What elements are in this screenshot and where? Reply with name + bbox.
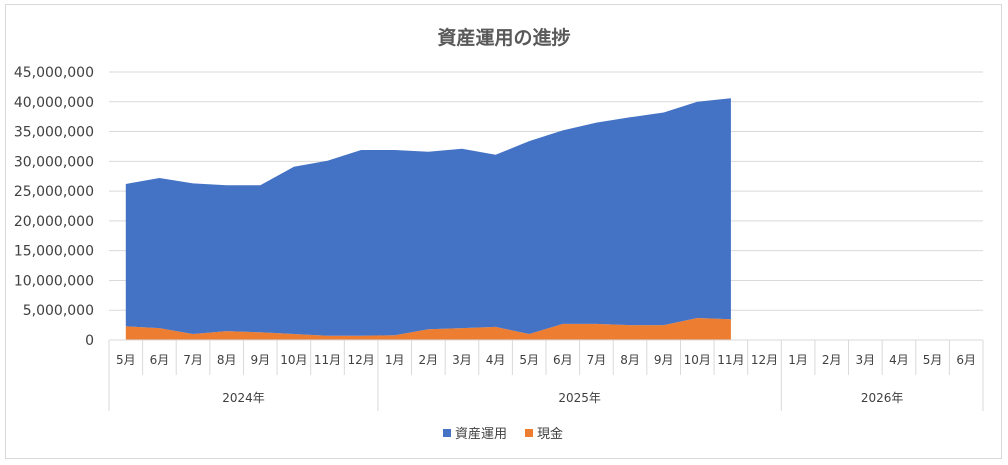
y-tick-label: 15,000,000: [14, 244, 94, 260]
y-tick-label: 45,000,000: [14, 65, 94, 81]
x-tick-label: 7月: [587, 353, 607, 367]
x-tick-label: 8月: [620, 353, 640, 367]
y-tick-label: 5,000,000: [23, 303, 94, 319]
x-tick-label: 4月: [889, 353, 909, 367]
y-tick-label: 35,000,000: [14, 125, 94, 141]
y-tick-label: 30,000,000: [14, 154, 94, 170]
x-tick-label: 12月: [751, 353, 778, 367]
legend: 資産運用 現金: [443, 426, 563, 442]
area-series-group: [125, 98, 731, 340]
x-tick-label: 3月: [452, 353, 472, 367]
y-axis: 0 5,000,000 10,000,000 15,000,000 20,000,000…: [14, 65, 94, 349]
x-tick-label: 10月: [684, 353, 711, 367]
x-tick-label: 2月: [419, 353, 439, 367]
year-group-label: 2024年: [222, 391, 265, 405]
legend-entry-label: 資産運用: [455, 426, 507, 442]
x-tick-label: 12月: [347, 353, 374, 367]
x-tick-label: 5月: [116, 353, 136, 367]
area-series-cash: [125, 318, 731, 340]
legend-swatch: [525, 429, 533, 437]
y-tick-label: 25,000,000: [14, 184, 94, 200]
x-tick-label: 11月: [717, 353, 744, 367]
legend-swatch: [443, 429, 451, 437]
x-tick-label: 2月: [822, 353, 842, 367]
legend-entry-label: 現金: [537, 426, 563, 442]
area-series-investment: [125, 98, 731, 336]
year-group-label: 2026年: [861, 391, 904, 405]
y-tick-label: 20,000,000: [14, 214, 94, 230]
x-tick-label: 4月: [486, 353, 506, 367]
x-tick-label: 10月: [280, 353, 307, 367]
x-tick-label: 11月: [314, 353, 341, 367]
chart-title: 資産運用の進捗: [437, 26, 570, 49]
x-tick-label: 3月: [856, 353, 876, 367]
x-tick-label: 9月: [654, 353, 674, 367]
year-group-label: 2025年: [558, 391, 601, 405]
x-tick-label: 5月: [923, 353, 943, 367]
x-axis: 5月 6月 7月 8月 9月 10月 11月 12月 1月 2月 3月 4月 5月 6月 7月 8月 9月 10月…: [108, 339, 984, 411]
x-tick-label: 1月: [385, 353, 405, 367]
x-tick-label: 8月: [217, 353, 237, 367]
y-tick-label: 10,000,000: [14, 273, 94, 289]
y-tick-label: 40,000,000: [14, 95, 94, 111]
y-tick-label: 0: [85, 333, 94, 349]
x-tick-label: 7月: [183, 353, 203, 367]
stacked-area-chart: 資産運用の進捗 0 5,000,000 10,000,000 15,000,000 20…: [14, 26, 984, 442]
x-tick-label: 5月: [519, 353, 539, 367]
chart-container: 資産運用の進捗 0 5,000,000 10,000,000 15,000,000 20…: [5, 4, 1002, 459]
x-tick-label: 6月: [150, 353, 170, 367]
x-tick-label: 9月: [250, 353, 270, 367]
x-tick-label: 6月: [553, 353, 573, 367]
x-tick-label: 1月: [788, 353, 808, 367]
x-tick-label: 6月: [956, 353, 976, 367]
